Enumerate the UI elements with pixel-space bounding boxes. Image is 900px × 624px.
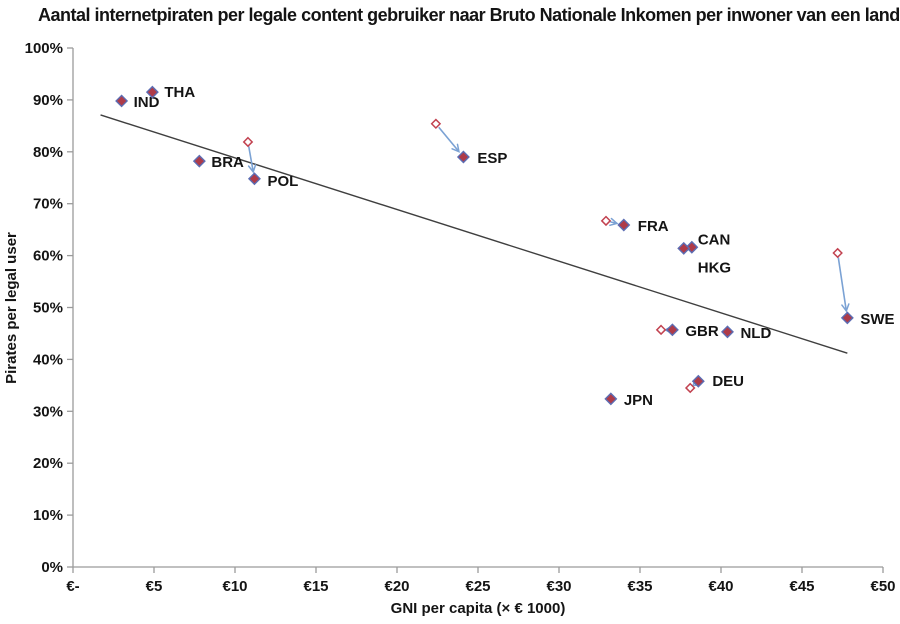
- point-label-SWE: SWE: [860, 311, 894, 328]
- axis-lines: [72, 48, 883, 568]
- y-tick-label: 30%: [33, 403, 63, 420]
- point-label-IND: IND: [134, 94, 160, 111]
- x-tick-label: €35: [627, 578, 652, 595]
- point-label-POL: POL: [267, 173, 298, 190]
- x-tick-label: €5: [146, 578, 163, 595]
- x-tick-label: €20: [384, 578, 409, 595]
- point-HKG: [677, 241, 691, 255]
- point-label-JPN: JPN: [624, 392, 653, 409]
- x-tick-label: €-: [66, 578, 79, 595]
- point-THA: [145, 85, 159, 99]
- x-tick-label: €30: [546, 578, 571, 595]
- y-tick-label: 90%: [33, 92, 63, 109]
- y-tick-label: 70%: [33, 196, 63, 213]
- point-IND: [115, 94, 129, 108]
- point-label-GBR: GBR: [685, 323, 719, 340]
- point-label-BRA: BRA: [211, 154, 244, 171]
- point-label-ESP: ESP: [477, 150, 507, 167]
- point-label-CAN: CAN: [698, 231, 731, 248]
- trend-line: [100, 114, 848, 354]
- point-GBR: [665, 323, 679, 337]
- point-POL: [247, 172, 261, 186]
- x-tick-label: €40: [708, 578, 733, 595]
- open-marker-ESP: [430, 118, 442, 130]
- point-SWE: [840, 311, 854, 325]
- point-BRA: [192, 154, 206, 168]
- x-tick-label: €15: [303, 578, 328, 595]
- point-ESP: [456, 150, 470, 164]
- x-tick-label: €10: [222, 578, 247, 595]
- point-CAN: [685, 240, 699, 254]
- open-marker-SWE: [832, 247, 843, 259]
- shift-arrow-SWE: [837, 257, 850, 313]
- y-tick-label: 80%: [33, 144, 63, 161]
- point-JPN: [604, 392, 618, 406]
- chart-title: Aantal internetpiraten per legale conten…: [38, 5, 900, 25]
- y-tick-label: 60%: [33, 248, 63, 265]
- point-FRA: [617, 218, 631, 232]
- point-label-THA: THA: [164, 84, 195, 101]
- open-marker-DEU: [684, 382, 696, 394]
- x-tick-label: €25: [465, 578, 490, 595]
- point-NLD: [720, 325, 734, 339]
- y-tick-label: 50%: [33, 300, 63, 317]
- y-tick-label: 10%: [33, 507, 63, 524]
- shift-arrow-POL: [247, 146, 257, 174]
- x-tick-label: €45: [789, 578, 814, 595]
- y-tick-label: 40%: [33, 351, 63, 368]
- y-tick-label: 100%: [25, 40, 63, 57]
- open-marker-FRA: [600, 215, 612, 227]
- shift-arrow-FRA: [609, 217, 619, 227]
- x-axis-title: GNI per capita (× € 1000): [391, 600, 566, 617]
- point-label-HKG: HKG: [698, 259, 731, 276]
- y-tick-label: 0%: [41, 559, 63, 576]
- axes: 0% 10% 20% 30% 40% 50% 60% 70% 80% 90% 100% €- €5 €10…: [25, 40, 896, 595]
- point-label-DEU: DEU: [712, 373, 744, 390]
- point-label-FRA: FRA: [638, 218, 669, 235]
- point-label-NLD: NLD: [740, 325, 771, 342]
- y-axis-title: Pirates per legal user: [3, 232, 20, 384]
- point-DEU: [691, 374, 705, 388]
- x-tick-label: €50: [870, 578, 895, 595]
- open-marker-GBR: [655, 324, 667, 336]
- y-tick-label: 20%: [33, 455, 63, 472]
- shift-arrow-ESP: [438, 126, 460, 153]
- open-marker-POL: [242, 136, 254, 148]
